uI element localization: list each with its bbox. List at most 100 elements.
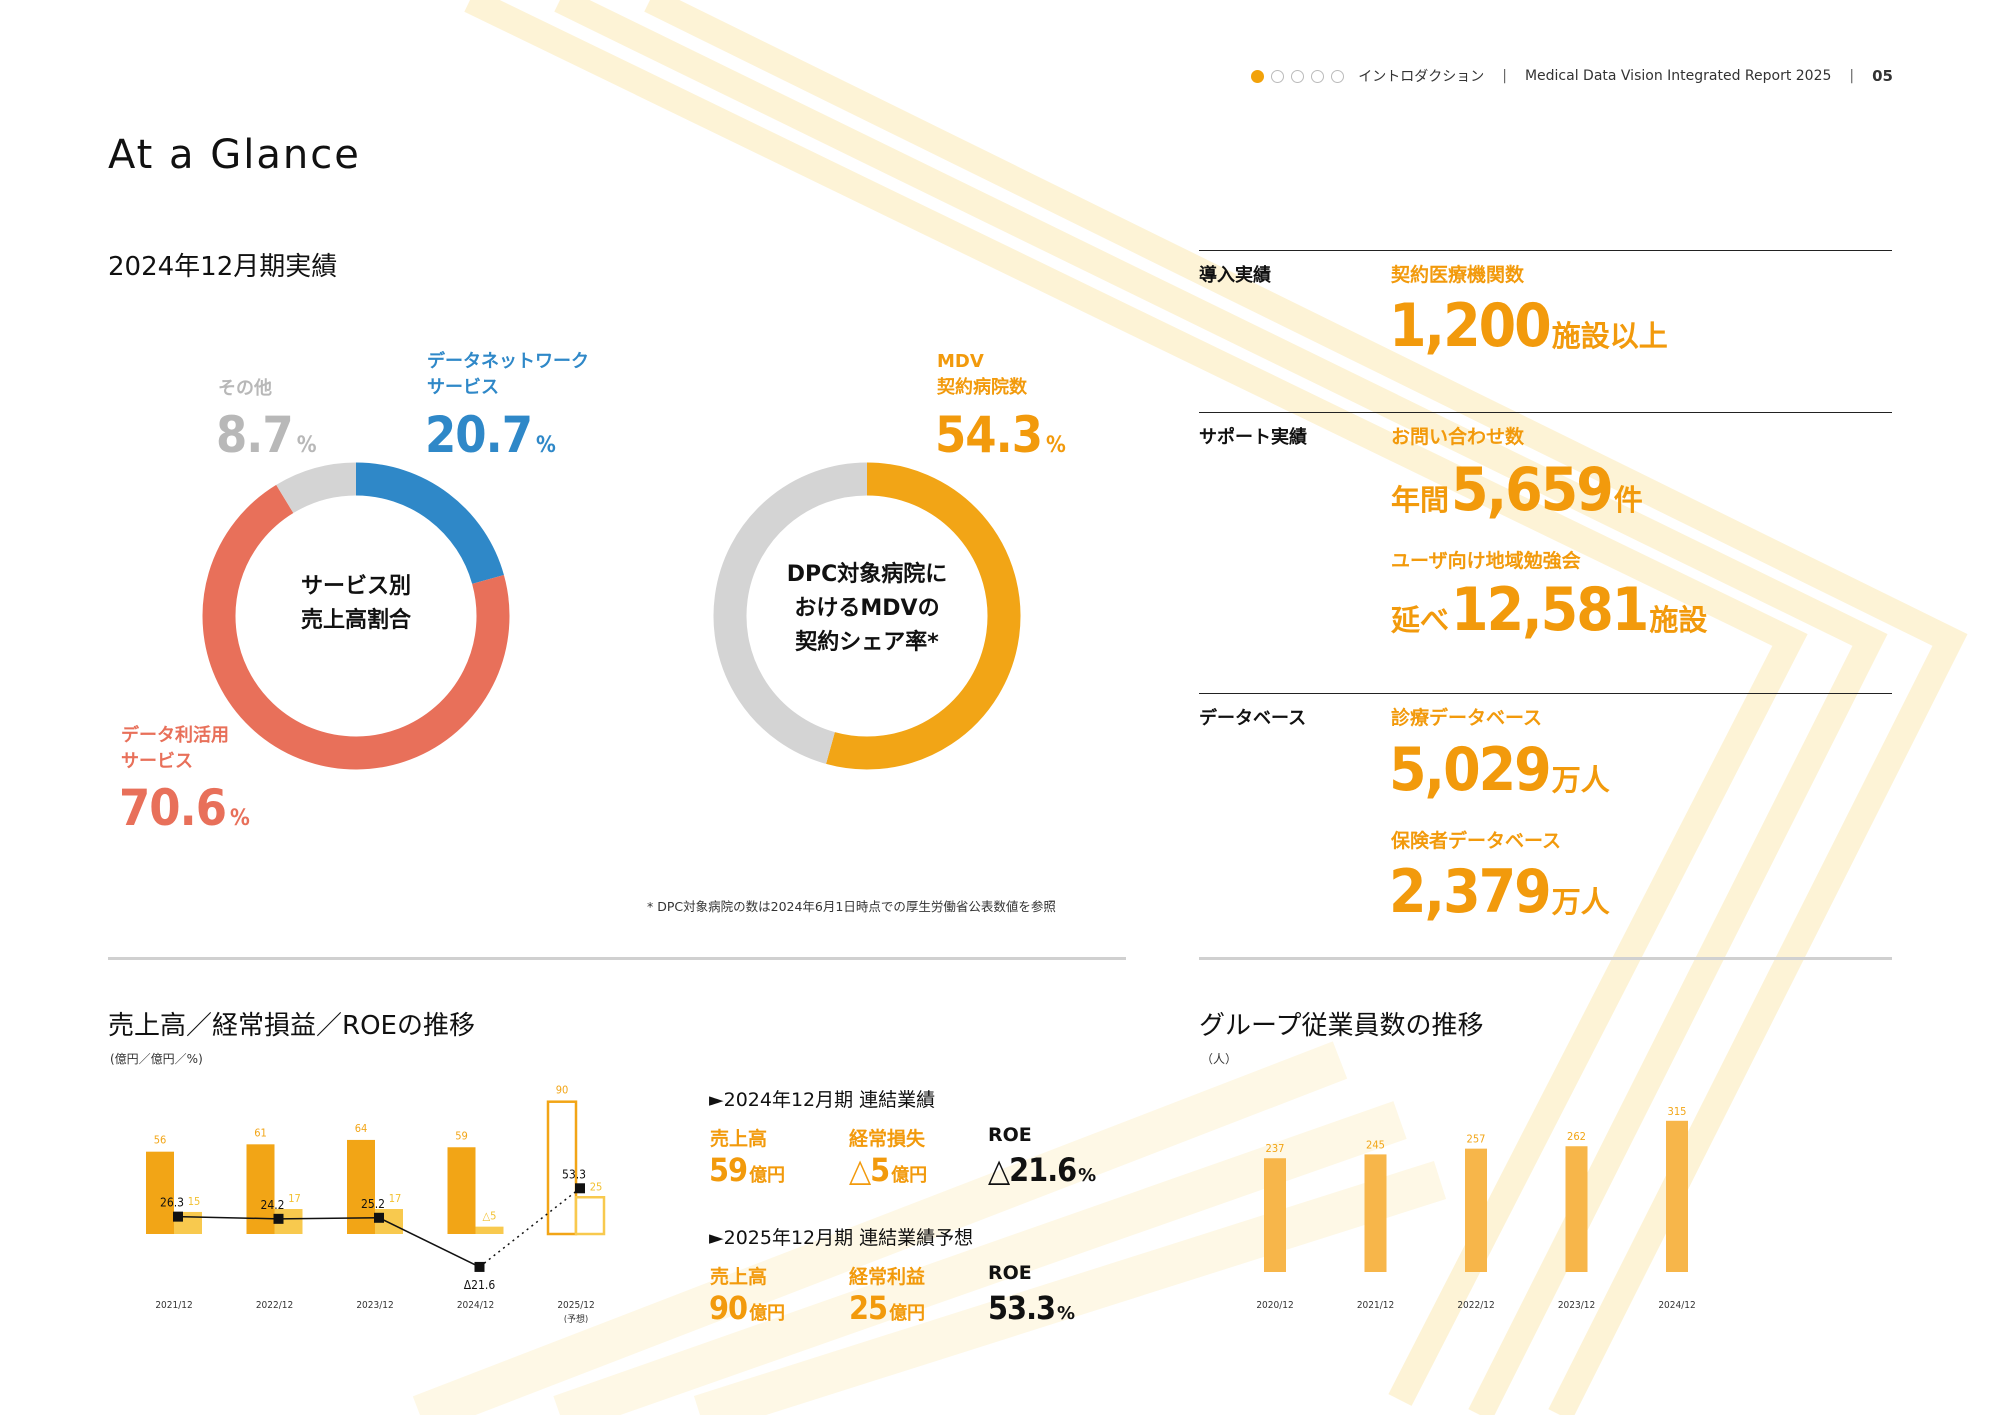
kpi-suffix: 万人 [1551,885,1610,919]
profit-bar-label: 25 [590,1180,603,1193]
value-suffix: % [1078,1165,1097,1186]
x-tick-label: 2020/12 [1256,1300,1293,1311]
section-progress-dots [1251,69,1345,83]
value-number: △5 [849,1151,890,1189]
progress-dot [1271,69,1285,83]
results-2024-heading: ►2024年12月期 連結業績 [709,1089,936,1111]
employee-section-title: グループ従業員数の推移 [1199,1011,1484,1041]
kpi-value-inquiries: 年間5,659件 [1389,460,1645,520]
kpi-number: 1,200 [1389,291,1552,361]
segment-value-other: 8.7% [216,410,317,460]
profit-bar [574,1196,606,1236]
roe-point-label: Δ21.6 [464,1278,496,1292]
sales-bar-label: 64 [355,1122,368,1135]
label-line: データネットワーク [427,351,589,372]
progress-dot [1291,69,1305,83]
kpi-number: 5,029 [1389,735,1552,805]
roe-point [173,1211,183,1222]
share-donut-center-label: DPC対象病院に おけるMDVの 契約シェア率* [747,558,987,660]
kpi-value-insurer-db: 2,379万人 [1389,862,1612,922]
roe-point-label: 26.3 [160,1196,184,1210]
label-line: データ利活用 [121,725,229,746]
kpi-number: 12,581 [1451,575,1649,645]
kpi-label: 診療データベース [1391,707,1543,729]
sales-bar-label: 59 [455,1129,468,1142]
roe-point-label: 25.2 [361,1197,385,1211]
employee-bar [1465,1148,1487,1272]
x-tick-label: 2023/12 [1558,1300,1595,1311]
kpi-number: 5,659 [1451,455,1614,525]
kpi-number: 2,379 [1389,857,1552,927]
section-divider [1199,957,1892,960]
result-value-roe-2025: 53.3% [988,1292,1075,1324]
sales-bar [246,1144,275,1234]
segment-value-data-usage: 70.6% [119,783,250,833]
result-label: 経常損失 [849,1128,926,1150]
profit-bar-label: 17 [389,1192,402,1205]
value-suffix: % [1057,1303,1076,1324]
page-title: At a Glance [108,132,361,178]
value-suffix: 億円 [889,1303,926,1324]
sales-donut-center-label: サービス別 売上高割合 [256,570,456,638]
value-number: 53.3 [988,1289,1056,1327]
page-number: 05 [1872,67,1893,85]
value-number: 20.7 [425,406,533,464]
segment-value-network: 20.7% [425,410,556,460]
segment-label-data-usage: データ利活用 サービス [121,723,229,775]
label-line: その他 [218,378,272,399]
kpi-prefix: 延べ [1391,603,1450,637]
segment-label-other: その他 [218,376,272,402]
value-unit: % [536,433,556,458]
profit-bar-label: △5 [483,1210,497,1223]
kpi-prefix: 年間 [1391,483,1450,517]
kpi-label: 契約医療機関数 [1391,264,1525,286]
employee-bar [1264,1158,1286,1272]
sales-bar-label: 90 [556,1084,569,1097]
label-line: サービス [427,377,499,398]
kpi-label: お問い合わせ数 [1391,426,1525,448]
kpi-value-medical-db: 5,029万人 [1389,740,1612,800]
value-number: 54.3 [935,406,1043,464]
divider [1199,412,1892,413]
period-subtitle: 2024年12月期実績 [108,252,338,282]
x-tick-label: 2021/12 [155,1300,192,1311]
segment-label-network: データネットワーク サービス [427,349,589,401]
x-tick-label: 2023/12 [356,1300,393,1311]
value-suffix: 億円 [891,1165,928,1186]
kpi-label: 保険者データベース [1391,830,1562,852]
value-number: 59 [709,1151,748,1189]
value-number: 25 [849,1289,888,1327]
center-line: サービス別 [300,574,411,599]
results-2025-heading: ►2025年12月期 連結業績予想 [709,1227,974,1249]
value-suffix: 億円 [749,1165,786,1186]
employee-bar-label: 245 [1366,1138,1385,1151]
result-value-loss-2024: △5 億円 [849,1154,927,1186]
sales-chart-unit: (億円／億円／%) [110,1052,203,1066]
progress-dot [1311,69,1325,83]
donut-segment-network [355,462,504,585]
sales-bar [447,1147,476,1234]
label-line: サービス [121,751,193,772]
donut-segment-other [276,462,357,514]
result-label: 売上高 [710,1128,768,1150]
employee-count-chart: 237 2020/12 245 2021/12 257 2022/12 262 2023/12… [1256,1105,1695,1311]
roe-line-segment [177,1215,279,1220]
value-suffix: 億円 [749,1303,786,1324]
result-label: ROE [988,1262,1032,1284]
employee-bar [1565,1146,1588,1272]
result-value-sales-2024: 59 億円 [709,1154,785,1186]
roe-point [575,1183,585,1194]
result-value-profit-2025: 25 億円 [849,1292,925,1324]
roe-line-segment [278,1217,380,1220]
report-name: Medical Data Vision Integrated Report 20… [1524,68,1832,84]
divider [1199,693,1892,694]
employee-bar-label: 237 [1266,1142,1285,1155]
employee-bar-label: 262 [1567,1130,1586,1143]
label-line: MDV [937,351,984,372]
kpi-suffix: 施設 [1649,603,1708,637]
sales-bar [146,1151,174,1234]
roe-point [374,1212,384,1223]
result-label: 売上高 [710,1266,768,1288]
x-tick-note: (予想) [564,1313,588,1325]
kpi-suffix: 万人 [1551,763,1610,797]
